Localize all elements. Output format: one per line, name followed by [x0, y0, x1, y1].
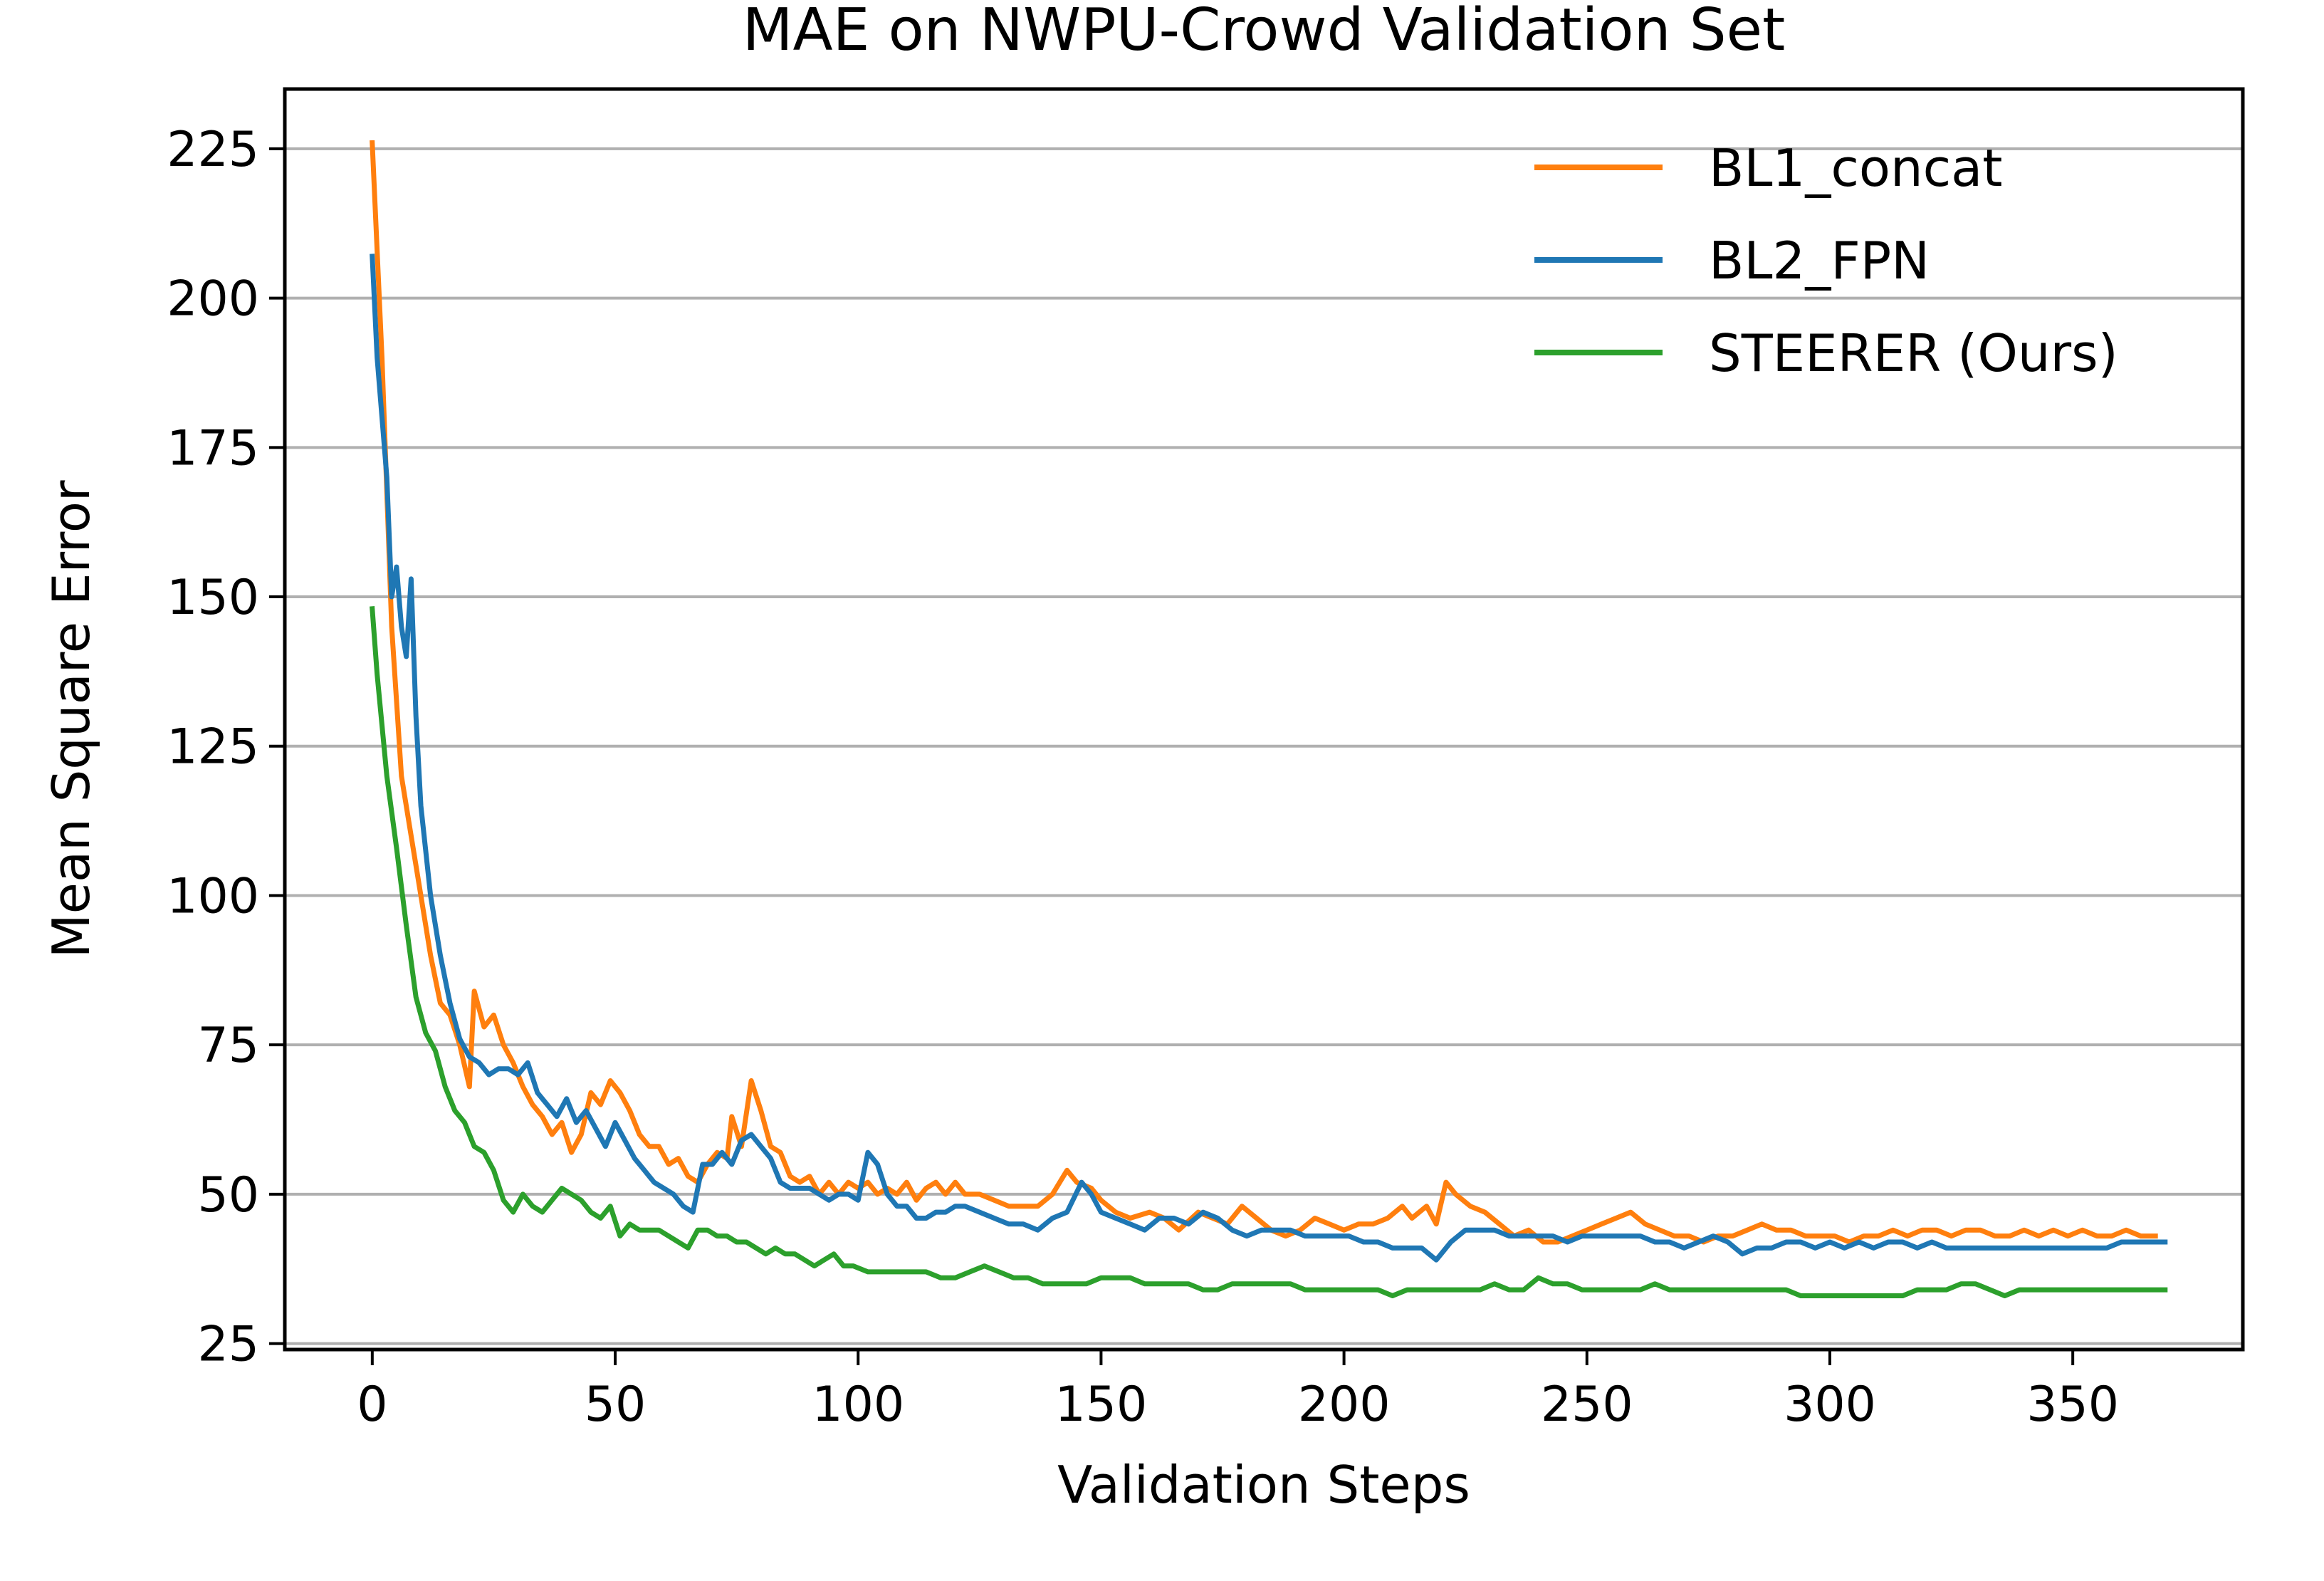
- x-tick-label: 50: [585, 1377, 647, 1433]
- x-tick-label: 250: [1541, 1377, 1633, 1433]
- x-axis: 0 50 100 150 200 250 300 350: [357, 1350, 2119, 1433]
- plot-frame: [283, 87, 2245, 1352]
- x-tick-label: 150: [1055, 1377, 1148, 1433]
- x-tick-label: 200: [1298, 1377, 1391, 1433]
- x-tick-label: 300: [1784, 1377, 1876, 1433]
- y-tick-label: 175: [167, 420, 259, 476]
- x-tick-label: 350: [2026, 1377, 2119, 1433]
- series-lines: [370, 140, 2168, 1298]
- series-line-1: [370, 140, 2158, 1245]
- y-tick-label: 25: [197, 1317, 259, 1373]
- legend-label-3: STEERER (Ours): [1709, 323, 2118, 383]
- series-line-3: [370, 606, 2168, 1298]
- grid-lines: [285, 147, 2243, 1345]
- y-tick-label: 75: [197, 1018, 259, 1074]
- y-tick-label: 150: [167, 570, 259, 626]
- chart-title: MAE on NWPU-Crowd Validation Set: [743, 0, 1786, 64]
- x-tick-label: 100: [812, 1377, 904, 1433]
- y-tick-label: 200: [167, 271, 259, 328]
- legend: BL1_concat BL2_FPN STEERER (Ours): [1534, 138, 2118, 383]
- x-axis-label: Validation Steps: [1057, 1455, 1470, 1515]
- y-tick-label: 125: [167, 719, 259, 776]
- y-tick-label: 50: [197, 1167, 259, 1223]
- y-axis: 25 50 75 100 125 150 175 200 225: [167, 122, 285, 1373]
- legend-label-2: BL2_FPN: [1709, 231, 1930, 291]
- x-tick-label: 0: [357, 1377, 387, 1433]
- legend-label-1: BL1_concat: [1709, 138, 2003, 198]
- y-tick-label: 225: [167, 122, 259, 178]
- y-tick-label: 100: [167, 868, 259, 924]
- y-axis-label: Mean Square Error: [41, 480, 101, 958]
- series-line-2: [370, 254, 2168, 1263]
